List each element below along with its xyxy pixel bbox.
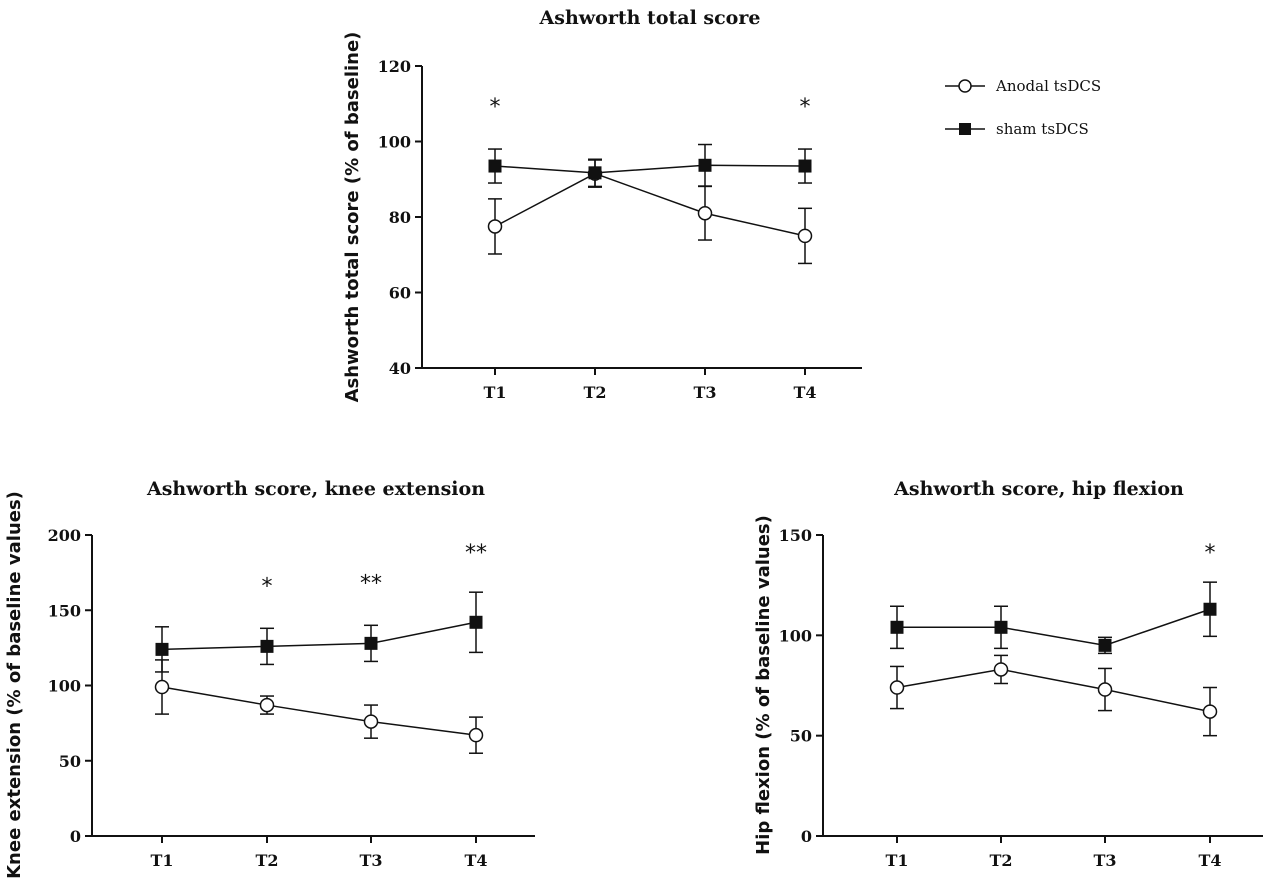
data-point-circle [1097,682,1113,697]
legend-label-sham: sham tsDCS [996,120,1089,138]
legend-item-anodal: Anodal tsDCS [945,77,1101,95]
significance-marker: * [490,95,501,120]
x-tick-label: T3 [359,851,382,870]
legend-label-anodal: Anodal tsDCS [995,77,1101,95]
y-axis-label: Knee extension (% of baseline values) [4,491,25,879]
series-line [161,686,477,736]
y-tick-label: 150 [48,601,81,620]
chart-1: Ashworth total score Ashworth total score… [342,7,862,402]
y-axis-label: Hip flexion (% of baseline values) [753,515,774,855]
data-point-circle [993,662,1009,677]
significance-marker: * [262,574,273,599]
series-anodal [487,159,813,265]
data-point-circle [487,219,503,234]
chart-title: Ashworth total score [539,7,761,29]
y-tick-label: 40 [389,359,411,378]
series-sham [155,591,483,673]
significance-marker: * [1205,541,1216,566]
x-tick-label: T4 [1198,851,1221,870]
series-sham [890,581,1217,655]
y-tick-label: 50 [59,752,81,771]
x-tick-label: T1 [483,383,506,402]
data-point-square [798,159,812,173]
y-axis-label: Ashworth total score (% of baseline) [342,32,363,403]
data-point-square [469,615,483,629]
chart-3: Ashworth score, hip flexion Hip flexion (… [753,478,1263,870]
y-tick-label: 150 [779,526,812,545]
y-tick-label: 100 [48,677,81,696]
data-point-square [994,620,1008,634]
x-tick-label: T3 [693,383,716,402]
x-tick-label: T1 [885,851,908,870]
data-point-circle [363,714,379,729]
y-tick-label: 0 [801,827,812,846]
series-sham [488,143,812,188]
significance-marker: ** [360,571,382,596]
chart-title: Ashworth score, knee extension [146,478,485,500]
data-point-square [364,636,378,650]
y-tick-label: 100 [779,626,812,645]
y-tick-label: 120 [378,57,411,76]
series-line [494,164,806,174]
data-point-circle [889,680,905,695]
legend-filled-square-icon [959,123,971,135]
series-line [161,621,477,651]
y-tick-label: 200 [48,526,81,545]
legend-open-circle-icon [958,79,972,93]
data-point-square [260,639,274,653]
data-point-circle [797,228,813,244]
chart-2: Ashworth score, knee extension Knee exten… [4,478,535,879]
significance-marker: * [800,95,811,120]
legend-item-sham: sham tsDCS [945,120,1089,138]
x-tick-label: T2 [989,851,1012,870]
series-line [897,608,1211,647]
x-tick-label: T3 [1093,851,1116,870]
series-anodal [154,659,484,754]
data-point-square [1203,602,1217,616]
x-tick-label: T4 [793,383,816,402]
x-tick-label: T2 [255,851,278,870]
data-point-square [588,166,602,180]
data-point-circle [1202,704,1218,719]
data-point-square [155,642,169,656]
data-point-circle [259,697,275,713]
x-tick-label: T4 [464,851,487,870]
y-tick-label: 60 [389,284,411,303]
data-point-square [890,620,904,634]
x-tick-label: T1 [150,851,173,870]
data-point-square [1098,638,1112,652]
data-point-circle [154,679,170,695]
series-line [494,172,806,237]
data-point-circle [697,205,713,221]
y-tick-label: 80 [389,208,411,227]
data-point-square [488,159,502,173]
y-tick-label: 100 [378,133,411,152]
legend: Anodal tsDCS sham tsDCS [945,77,1101,138]
data-point-circle [468,727,484,743]
x-tick-label: T2 [583,383,606,402]
y-tick-label: 0 [70,827,81,846]
series-anodal [889,654,1218,737]
significance-marker: ** [465,541,487,566]
chart-title: Ashworth score, hip flexion [893,478,1184,500]
data-point-square [698,158,712,172]
y-tick-label: 50 [790,727,812,746]
series-line [896,668,1211,713]
